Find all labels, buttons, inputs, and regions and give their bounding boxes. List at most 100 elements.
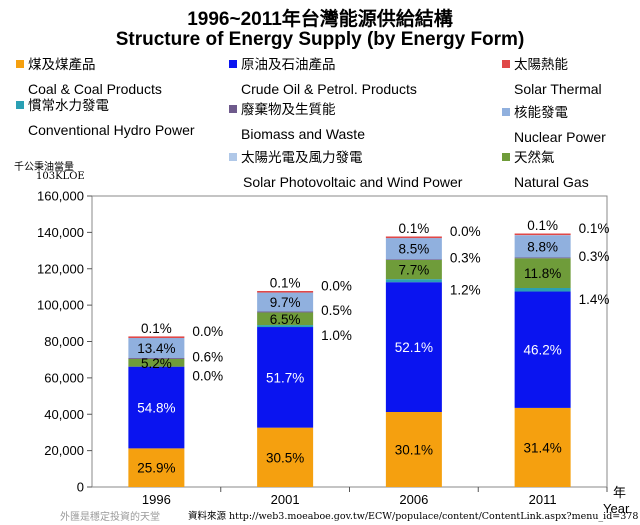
chart-title: 1996~2011年台灣能源供給結構	[187, 9, 453, 30]
legend-hydro-zh: 慣常水力發電	[28, 98, 109, 113]
data-label-oil-2011: 46.2%	[523, 343, 561, 358]
legend-oil-en: Crude Oil & Petrol. Products	[241, 81, 417, 97]
legend-swatch-nuclear	[502, 108, 510, 116]
data-label-nuclear-2011: 8.8%	[527, 239, 558, 254]
data-label-pvwind-1996: 0.0%	[192, 324, 223, 339]
legend-swatch-coal	[16, 60, 24, 68]
x-tick-label: 2001	[271, 492, 300, 507]
legend-biomass-zh: 廢棄物及生質能	[241, 102, 336, 117]
y-tick-label: 100,000	[37, 298, 84, 313]
data-label-biomass-1996: 0.6%	[192, 349, 223, 364]
data-label-biomass-2011: 0.3%	[579, 249, 610, 264]
legend-gas-zh: 天然氣	[514, 150, 555, 165]
data-label-gas-2001: 6.5%	[270, 312, 301, 327]
data-label-biomass-2006: 0.3%	[450, 251, 481, 266]
data-label-solarthermal-2006: 0.1%	[398, 221, 429, 236]
footer-note: 外匯是穩定投資的天堂	[60, 512, 160, 523]
bar-segment-coal-1996	[128, 448, 185, 487]
bar-segment-solarthermal-2006	[385, 236, 442, 239]
data-label-nuclear-2006: 8.5%	[398, 242, 429, 257]
legend-biomass-en: Biomass and Waste	[241, 126, 365, 142]
data-label-pvwind-2001: 0.0%	[321, 278, 352, 293]
bar-segment-biomass-2006	[385, 259, 442, 261]
data-label-pvwind-2006: 0.0%	[450, 224, 481, 239]
x-tick-label: 1996	[142, 492, 171, 507]
data-label-solarthermal-2001: 0.1%	[270, 275, 301, 290]
bar-segment-solarthermal-2001	[257, 290, 314, 293]
y-tick-label: 20,000	[44, 443, 84, 458]
legend-swatch-oil	[229, 60, 237, 68]
chart-subtitle: Structure of Energy Supply (by Energy Fo…	[115, 29, 525, 50]
data-label-gas-1996: 5.2%	[141, 356, 172, 371]
bar-segment-nuclear-1996	[128, 338, 185, 358]
data-label-oil-2001: 51.7%	[266, 370, 304, 385]
data-label-coal-2011: 31.4%	[523, 440, 561, 455]
data-label-coal-2006: 30.1%	[395, 443, 433, 458]
data-label-solarthermal-1996: 0.1%	[141, 321, 172, 336]
legend-solarthermal-en: Solar Thermal	[514, 81, 602, 97]
legend-swatch-pvwind	[229, 153, 237, 161]
bar-segment-hydro-2006	[385, 279, 442, 283]
data-label-solarthermal-2011: 0.1%	[527, 218, 558, 233]
bar-segment-oil-1996	[128, 366, 185, 449]
data-label-oil-2006: 52.1%	[395, 340, 433, 355]
bar-segment-biomass-2001	[257, 311, 314, 313]
data-label-biomass-2001: 0.5%	[321, 303, 352, 318]
bar-segment-oil-2011	[514, 291, 571, 408]
data-label-hydro-1996: 0.0%	[192, 369, 223, 384]
bar-segment-biomass-2011	[514, 257, 571, 259]
legend-swatch-solarthermal	[502, 60, 510, 68]
legend-solarthermal-zh: 太陽熱能	[514, 57, 568, 72]
x-tick-label: 2006	[399, 492, 428, 507]
legend-pvwind-zh: 太陽光電及風力發電	[241, 150, 363, 165]
data-label-nuclear-2001: 9.7%	[270, 295, 301, 310]
legend-nuclear-zh: 核能發電	[514, 105, 568, 120]
data-label-hydro-2006: 1.2%	[450, 283, 481, 298]
legend-gas-en: Natural Gas	[514, 174, 589, 190]
legend-oil-zh: 原油及石油產品	[241, 57, 336, 72]
bar-segment-nuclear-2006	[385, 238, 442, 260]
data-label-pvwind-2011: 0.1%	[579, 221, 610, 236]
legend-coal-en: Coal & Coal Products	[28, 81, 162, 97]
y-axis-label: 千公秉油當量	[14, 162, 74, 173]
legend-coal-zh: 煤及煤產品	[28, 57, 96, 72]
bar-segment-solarthermal-1996	[128, 336, 185, 339]
bar-segment-coal-2011	[514, 407, 571, 487]
data-label-nuclear-1996: 13.4%	[137, 341, 175, 356]
bar-segment-hydro-2001	[257, 325, 314, 328]
data-label-hydro-2011: 1.4%	[579, 292, 610, 307]
bar-segment-nuclear-2011	[514, 235, 571, 258]
bar-segment-gas-2006	[385, 260, 442, 280]
bar-segment-coal-2006	[385, 412, 442, 487]
legend-hydro-en: Conventional Hydro Power	[28, 122, 195, 138]
legend-nuclear-en: Nuclear Power	[514, 129, 606, 145]
bar-segment-biomass-1996	[128, 357, 185, 359]
x-tick-label: 2011	[529, 492, 557, 507]
data-label-oil-1996: 54.8%	[137, 401, 175, 416]
legend-swatch-gas	[502, 153, 510, 161]
bar-segment-gas-1996	[128, 358, 185, 367]
y-tick-label: 80,000	[44, 334, 84, 349]
y-tick-label: 120,000	[37, 261, 84, 276]
y-tick-label: 0	[77, 480, 84, 495]
y-tick-label: 160,000	[37, 189, 84, 204]
x-axis-label-en: Year	[603, 501, 630, 516]
bar-segment-solarthermal-2011	[514, 233, 571, 236]
y-axis-unit: 103KLOE	[36, 171, 85, 182]
y-tick-label: 140,000	[37, 225, 84, 240]
bar-segment-nuclear-2001	[257, 292, 314, 312]
bar-segment-gas-2001	[257, 312, 314, 326]
legend-swatch-hydro	[16, 101, 24, 109]
data-label-hydro-2001: 1.0%	[321, 328, 352, 343]
bar-segment-coal-2001	[257, 427, 314, 487]
legend-swatch-biomass	[229, 105, 237, 113]
bar-segment-oil-2006	[385, 282, 442, 413]
y-tick-label: 40,000	[44, 407, 84, 422]
data-label-gas-2011: 11.8%	[524, 266, 561, 281]
y-tick-label: 60,000	[44, 370, 84, 385]
footer-source: 資料來源 http://web3.moeaboe.gov.tw/ECW/popu…	[188, 511, 639, 522]
data-label-gas-2006: 7.7%	[398, 263, 429, 278]
bar-segment-oil-2001	[257, 327, 314, 428]
data-label-coal-1996: 25.9%	[137, 461, 175, 476]
